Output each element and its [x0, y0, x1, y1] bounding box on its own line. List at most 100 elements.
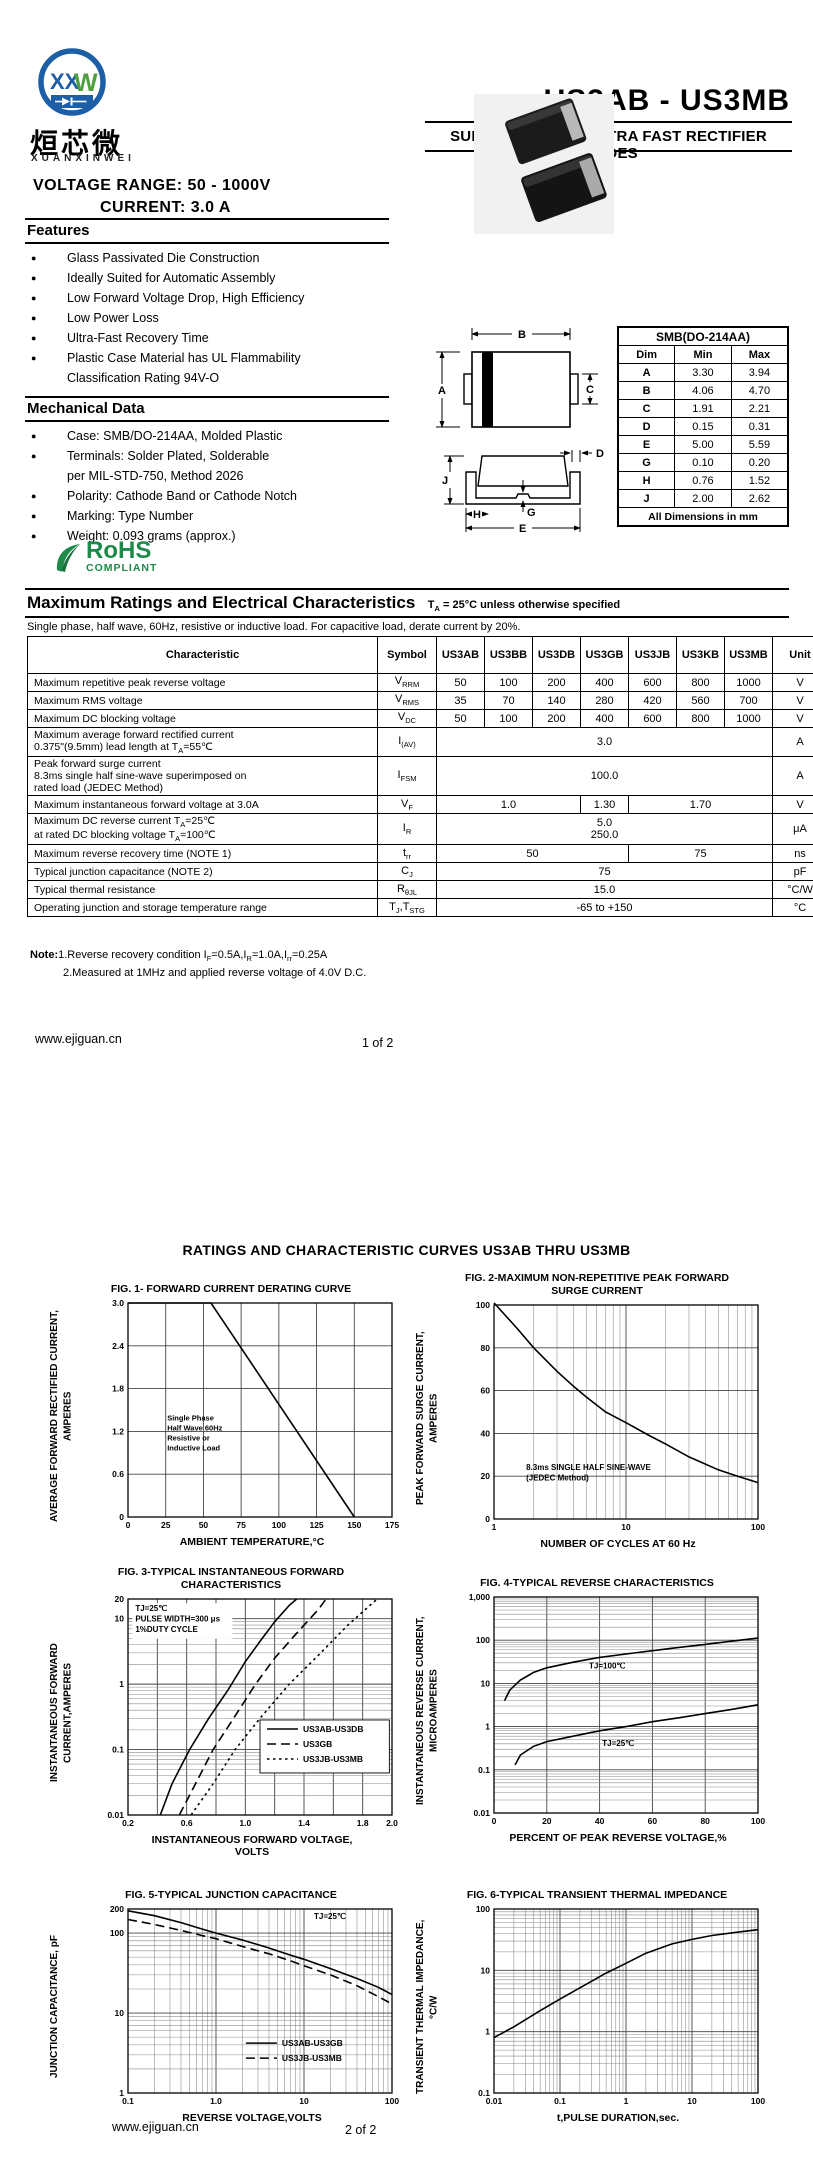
- mechanical-list: ● Case: SMB/DO-214AA, Molded Plastic ● Term…: [25, 426, 395, 546]
- svg-text:1: 1: [119, 1679, 124, 1689]
- ratings-condition: TA = 25°C unless otherwise specified: [427, 599, 621, 614]
- svg-text:100: 100: [385, 2096, 399, 2106]
- annotation: TJ=100℃: [589, 1662, 625, 1671]
- ratings-row: Typical junction capacitance (NOTE 2) CJ 7…: [27, 862, 813, 882]
- svg-text:0.01: 0.01: [107, 1810, 124, 1820]
- ratings-load-note: Single phase, half wave, 60Hz, resistive…: [27, 621, 521, 633]
- figure-4-title: FIG. 4-TYPICAL REVERSE CHARACTERISTICS: [480, 1577, 714, 1589]
- value-cell: 140: [532, 691, 581, 710]
- feature-item: ● Low Power Loss: [25, 308, 395, 328]
- figure-5-xlabel: REVERSE VOLTAGE,VOLTS: [182, 2112, 322, 2124]
- annotation: PULSE WIDTH=300 μs: [135, 1615, 220, 1624]
- ratings-header-cell: US3BB: [484, 636, 533, 674]
- dim-cell: 0.20: [730, 453, 789, 472]
- brand-logo-icon: XX W: [38, 48, 106, 116]
- dim-cell: 1.52: [730, 471, 789, 490]
- svg-text:0.6: 0.6: [112, 1469, 124, 1479]
- mechanical-heading: Mechanical Data: [25, 396, 389, 422]
- value-cell: 200: [532, 709, 581, 728]
- svg-text:US3JB-US3MB: US3JB-US3MB: [282, 2053, 342, 2063]
- annotation: Resistive or: [167, 1434, 210, 1443]
- dim-label-b: B: [518, 329, 526, 341]
- ratings-heading-row: Maximum Ratings and Electrical Character…: [27, 593, 789, 613]
- dim-label-j: J: [442, 475, 448, 487]
- symbol-cell: VDC: [377, 709, 437, 728]
- symbol-cell: TJ,TSTG: [377, 898, 437, 918]
- dim-header-cell: Dim: [617, 345, 676, 364]
- dim-cell: 5.00: [674, 435, 732, 454]
- svg-text:40: 40: [481, 1428, 491, 1438]
- dimension-table: SMB(DO-214AA) Dim Min Max A 3.30 3.94 B 4.06 4.70…: [617, 326, 789, 527]
- svg-text:10: 10: [299, 2096, 309, 2106]
- figure-6-title: FIG. 6-TYPICAL TRANSIENT THERMAL IMPEDAN…: [466, 1889, 728, 1901]
- ratings-row: Maximum average forward rectified curren…: [27, 726, 813, 758]
- svg-text:100: 100: [751, 1522, 765, 1532]
- feature-item-text: Low Forward Voltage Drop, High Efficienc…: [67, 291, 305, 305]
- value-cell: 600: [628, 709, 677, 728]
- unit-cell: ns: [772, 844, 813, 864]
- svg-text:0.6: 0.6: [181, 1818, 193, 1828]
- dim-footer: All Dimensions in mm: [617, 507, 789, 527]
- figure-2-plot: 1 10 100 0 20 40 60 80 100 8.3ms SINGLE HALF SINE…: [476, 1300, 766, 1532]
- bullet-icon: ●: [31, 531, 37, 541]
- feature-item-text: Low Power Loss: [67, 311, 159, 325]
- characteristic-cell: Maximum repetitive peak reverse voltage: [27, 673, 378, 692]
- annotation: TJ=25℃: [314, 1912, 346, 1921]
- svg-text:100: 100: [476, 1300, 490, 1310]
- feature-item-text: Plastic Case Material has UL Flammabilit…: [67, 351, 301, 385]
- svg-text:60: 60: [648, 1816, 658, 1826]
- ratings-header-cell: US3AB: [436, 636, 485, 674]
- ratings-row: Maximum RMS voltage VRMS 35 70 140 280 420 560 7…: [27, 691, 813, 710]
- dim-cell: H: [617, 471, 676, 490]
- features-list: ● Glass Passivated Die Construction ● Ideal…: [25, 248, 395, 388]
- footer1-site: www.ejiguan.cn: [35, 1032, 122, 1046]
- mechanical-item-text: Polarity: Cathode Band or Cathode Notch: [67, 489, 297, 503]
- dim-footer-row: All Dimensions in mm: [617, 507, 789, 527]
- symbol-cell: IR: [377, 813, 437, 846]
- bullet-icon: ●: [31, 313, 37, 323]
- product-photo: [474, 94, 614, 234]
- dim-cell: 4.70: [730, 381, 789, 400]
- figure-4-plot: 0 20 40 60 80 100 0.01 0.1 1 10 100 1,000 TJ=100℃ TJ=…: [469, 1592, 766, 1826]
- svg-text:125: 125: [309, 1520, 323, 1530]
- figure-2-ylabel: PEAK FORWARD SURGE CURRENT, AMPERES: [415, 1331, 440, 1505]
- bullet-icon: ●: [31, 353, 37, 363]
- bullet-icon: ●: [31, 333, 37, 343]
- dim-cell: 5.59: [730, 435, 789, 454]
- svg-text:0.2: 0.2: [122, 1818, 134, 1828]
- dim-cell: 3.30: [674, 363, 732, 382]
- ratings-mid-rule: [25, 616, 789, 618]
- value-cell: 50: [436, 844, 629, 864]
- figure-4-ylabel: INSTANTANEOUS REVERSE CURRENT, MICROAMPE…: [415, 1616, 440, 1806]
- unit-cell: μA: [772, 813, 813, 846]
- dim-cell: 0.31: [730, 417, 789, 436]
- plot-frame: [493, 1304, 759, 1520]
- value-cell: 1.30: [580, 795, 629, 815]
- dimension-table-body: SMB(DO-214AA) Dim Min Max A 3.30 3.94 B 4.06 4.70…: [617, 326, 789, 527]
- dim-row: B 4.06 4.70: [617, 381, 789, 400]
- svg-text:10: 10: [115, 2008, 125, 2018]
- svg-text:0.1: 0.1: [122, 2096, 134, 2106]
- grid: [128, 1303, 392, 1517]
- dim-cell: A: [617, 363, 676, 382]
- annotation: TJ=25℃: [602, 1739, 634, 1748]
- grid: [494, 1305, 758, 1519]
- value-cell: 3.0: [436, 726, 773, 758]
- value-cell: 75: [628, 844, 773, 864]
- dim-title-row: SMB(DO-214AA): [617, 326, 789, 346]
- ratings-header-cell: Unit: [772, 636, 813, 674]
- figure-6-xlabel: t,PULSE DURATION,sec.: [556, 2112, 680, 2124]
- figure-3: FIG. 3-TYPICAL INSTANTANEOUS FORWARD CHAR…: [48, 1566, 414, 1858]
- voltage-range: VOLTAGE RANGE: 50 - 1000V: [33, 177, 271, 194]
- feature-item-text: Glass Passivated Die Construction: [67, 251, 260, 265]
- mechanical-item: ● Case: SMB/DO-214AA, Molded Plastic: [25, 426, 395, 446]
- characteristic-cell: Maximum instantaneous forward voltage at…: [27, 795, 378, 815]
- ratings-header-cell: US3JB: [628, 636, 677, 674]
- svg-text:80: 80: [700, 1816, 710, 1826]
- svg-text:1: 1: [119, 2088, 124, 2098]
- svg-text:2.0: 2.0: [386, 1818, 398, 1828]
- dim-header-row: Dim Min Max: [617, 345, 789, 364]
- feature-item: ● Glass Passivated Die Construction: [25, 248, 395, 268]
- symbol-cell: VRMS: [377, 691, 437, 710]
